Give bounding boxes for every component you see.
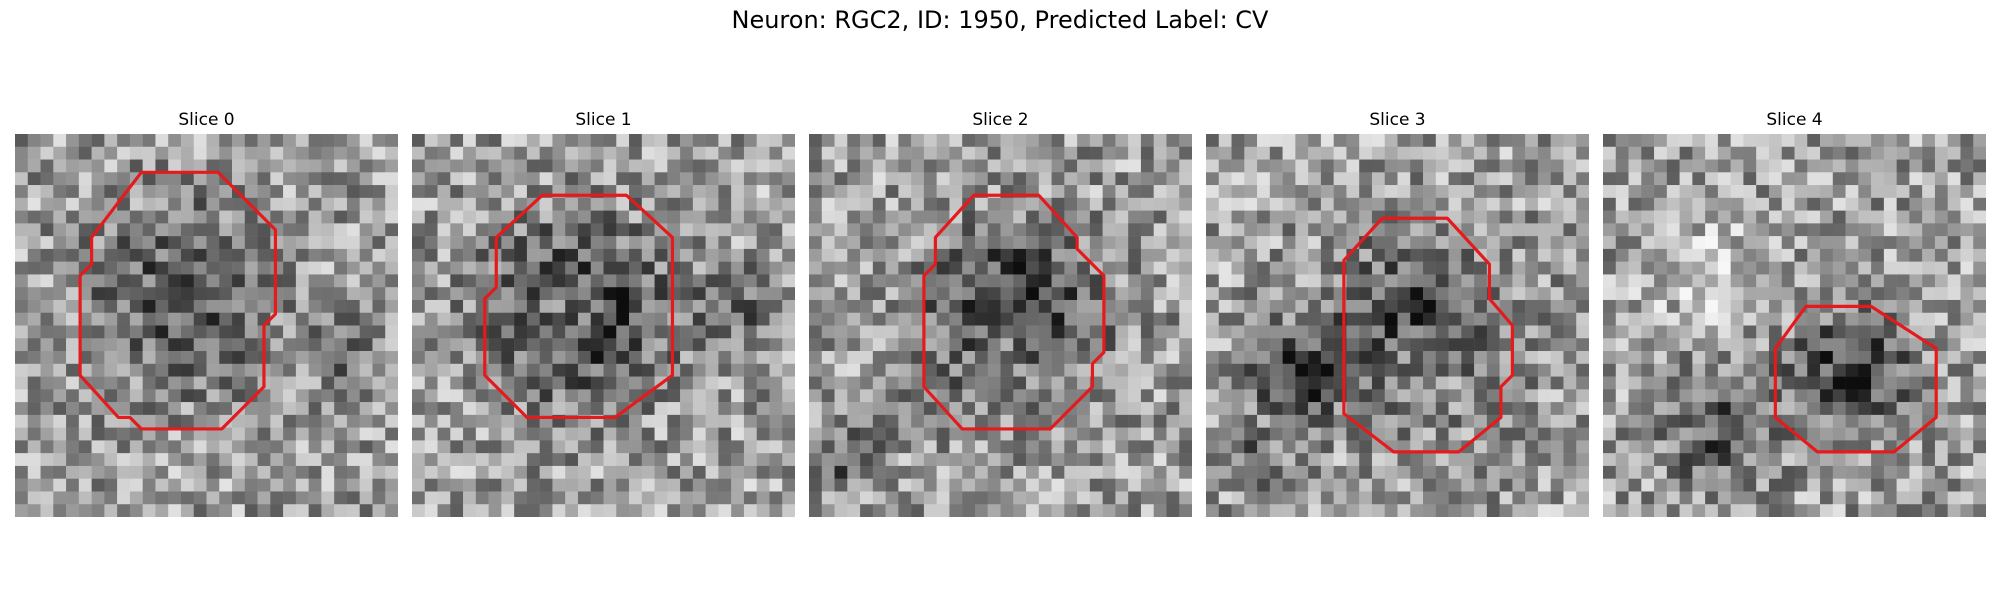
cell-contour — [483, 193, 675, 420]
slice-image — [1206, 134, 1589, 517]
slice-panel-0: Slice 0 — [15, 108, 398, 517]
slice-panel-4: Slice 4 — [1603, 108, 1986, 517]
cell-contour — [78, 170, 278, 431]
slice-title: Slice 4 — [1766, 110, 1823, 130]
slice-title: Slice 3 — [1369, 110, 1426, 130]
cell-contour — [1773, 304, 1938, 454]
slice-image — [1603, 134, 1986, 517]
slice-title: Slice 0 — [178, 110, 235, 130]
cell-contour — [922, 193, 1106, 431]
cell-contour — [1342, 216, 1514, 454]
slice-image — [809, 134, 1192, 517]
slice-image — [15, 134, 398, 517]
slice-title: Slice 2 — [972, 110, 1029, 130]
figure-title: Neuron: RGC2, ID: 1950, Predicted Label:… — [731, 6, 1269, 34]
slice-image — [412, 134, 795, 517]
slice-panel-3: Slice 3 — [1206, 108, 1589, 517]
slice-panel-2: Slice 2 — [809, 108, 1192, 517]
slice-title: Slice 1 — [575, 110, 632, 130]
slice-panel-1: Slice 1 — [412, 108, 795, 517]
